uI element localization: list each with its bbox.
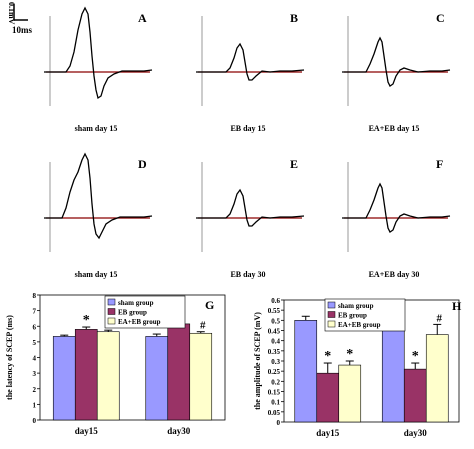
trace-panel-b: B EB day 15	[196, 11, 305, 133]
y-tick-label: 2	[33, 386, 37, 394]
significance-mark: *	[324, 349, 331, 364]
panel-letter: E	[290, 157, 298, 171]
y-tick-label: 0	[277, 419, 281, 427]
legend-swatch	[107, 317, 116, 325]
bar	[96, 331, 120, 421]
y-tick-label: 0.2	[271, 378, 280, 386]
panel-letter: D	[138, 157, 147, 171]
legend-swatch	[107, 308, 116, 315]
trace-caption: sham day 15	[75, 124, 118, 133]
y-tick-label: 0.45	[268, 328, 281, 336]
panel-letter: B	[290, 11, 298, 25]
x-tick-label: day15	[75, 426, 99, 436]
legend-box	[104, 295, 186, 329]
x-tick-label: day30	[167, 426, 191, 436]
y-tick-label: 0.55	[268, 307, 281, 315]
y-tick-label: 0.05	[268, 409, 281, 417]
significance-mark: *	[346, 347, 353, 362]
y-tick-label: 3	[33, 370, 37, 378]
bar	[425, 334, 449, 423]
significance-mark: *	[83, 313, 90, 328]
trace-caption: EA+EB day 30	[369, 270, 420, 279]
x-tick-label: day30	[404, 428, 428, 438]
trace-caption: EB day 30	[230, 270, 265, 279]
significance-mark: #	[437, 312, 443, 324]
significance-mark: #	[200, 320, 206, 332]
trace-caption: sham day 15	[75, 270, 118, 279]
bar	[52, 336, 76, 421]
legend-entry: EA+EB group	[338, 321, 381, 329]
y-tick-label: 7	[33, 308, 37, 316]
trace-panel-e: E EB day 30	[196, 157, 305, 279]
y-tick-label: 0.3	[271, 358, 280, 366]
legend-entry: EA+EB group	[118, 318, 161, 326]
scale-bar: 0.1mV 10ms	[7, 2, 32, 35]
y-tick-label: 0.5	[271, 317, 280, 325]
panel-letter: C	[436, 11, 445, 25]
y-axis-label: the latency of SCEP (ms)	[5, 315, 14, 400]
panel-letter: H	[452, 299, 462, 313]
legend-entry: EB group	[118, 309, 147, 317]
chart-h: 0 0.05 0.1 0.15 0.2 0.25 0.3 0.35 0.4 0.45 0.5 0.55…	[253, 297, 462, 438]
legend-entry: sham group	[118, 299, 154, 307]
y-tick-label: 1	[33, 401, 37, 409]
legend-swatch	[327, 311, 336, 318]
trace-caption: EB day 15	[230, 124, 265, 133]
y-tick-label: 0.35	[268, 348, 281, 356]
y-axis-label: the amplitude of SCEP (mV)	[253, 312, 262, 410]
trace-waveform	[196, 42, 305, 81]
y-tick-label: 6	[33, 323, 37, 331]
trace-panel-f: F EA+EB day 30	[342, 157, 451, 279]
trace-panel-c: C EA+EB day 15	[342, 11, 451, 133]
significance-mark: *	[412, 349, 419, 364]
bar	[316, 372, 340, 423]
legend-swatch	[327, 301, 336, 309]
trace-waveform	[342, 36, 451, 87]
bar	[189, 332, 213, 421]
panel-letter: G	[205, 298, 214, 312]
legend-box	[324, 298, 406, 332]
bar	[381, 322, 405, 423]
y-tick-label: 5	[33, 339, 37, 347]
bar	[167, 323, 191, 421]
trace-waveform	[196, 188, 305, 227]
x-tick-label: day15	[316, 428, 340, 438]
y-tick-label: 4	[33, 355, 37, 363]
y-tick-label: 0.1	[271, 399, 280, 407]
bar	[403, 368, 427, 423]
y-tick-label: 8	[33, 292, 37, 300]
legend-entry: sham group	[338, 302, 374, 310]
y-tick-label: 0	[33, 417, 37, 425]
y-tick-label: 0.6	[271, 297, 280, 305]
y-tick-label: 0.15	[268, 389, 281, 397]
bar	[145, 336, 169, 421]
trace-waveform	[342, 182, 451, 233]
bar	[74, 329, 98, 421]
bar	[294, 320, 318, 423]
legend-swatch	[327, 320, 336, 328]
trace-waveform	[44, 6, 153, 100]
y-tick-label: 0.25	[268, 368, 281, 376]
legend-swatch	[107, 298, 116, 306]
bar	[338, 364, 362, 423]
y-tick-label: 0.4	[271, 338, 280, 346]
legend-entry: EB group	[338, 312, 367, 320]
panel-letter: A	[138, 11, 147, 25]
trace-waveform	[44, 152, 153, 240]
scale-bar-amplitude-label: 0.1mV	[7, 2, 16, 25]
trace-caption: EA+EB day 15	[369, 124, 420, 133]
panel-letter: F	[436, 157, 443, 171]
scale-bar-time-label: 10ms	[12, 25, 32, 35]
